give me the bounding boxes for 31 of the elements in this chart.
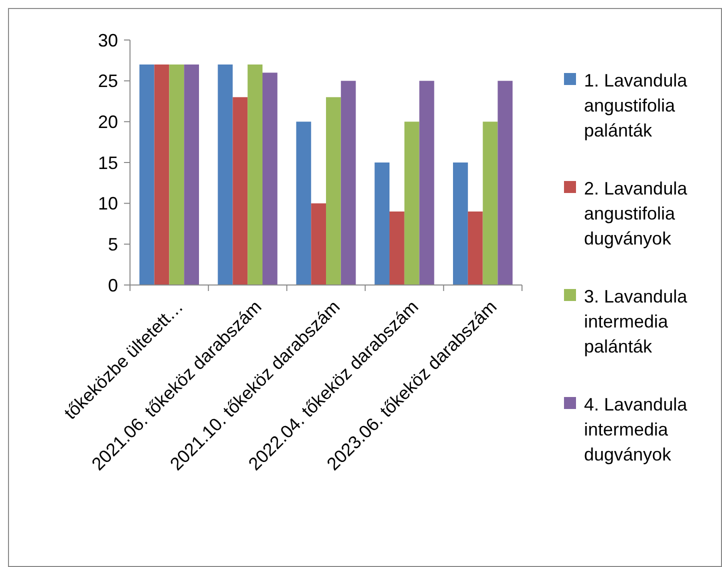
bar [482,122,498,285]
bar [169,64,184,285]
bar [139,64,154,285]
y-tick-label: 10 [98,194,118,214]
bar [311,203,326,285]
legend-label: 3. Lavandula intermedia palánták [584,286,688,357]
y-tick-label: 5 [108,234,118,254]
y-tick-label: 0 [108,275,118,296]
y-tick-label: 20 [98,112,118,132]
y-tick-label: 30 [98,30,118,50]
bar [374,162,390,285]
bar [326,97,341,285]
legend-label: 1. Lavandula angustifolia palánták [584,70,688,141]
legend-label: 2. Lavandula angustifolia dugványok [584,178,688,249]
bar [498,80,513,285]
bar [184,64,199,285]
bar [468,212,483,285]
bar [154,64,170,285]
bar [390,212,404,285]
bar [419,80,434,285]
bar [296,122,312,285]
y-tick-label: 25 [98,71,118,92]
bar [248,64,262,285]
bar [340,80,356,285]
bar [232,97,248,285]
bar [218,64,233,285]
bar [453,162,468,285]
bar [404,122,420,285]
y-tick-label: 15 [98,152,118,173]
legend-label: 4. Lavandula intermedia dugványok [584,394,688,465]
bar [262,72,278,285]
